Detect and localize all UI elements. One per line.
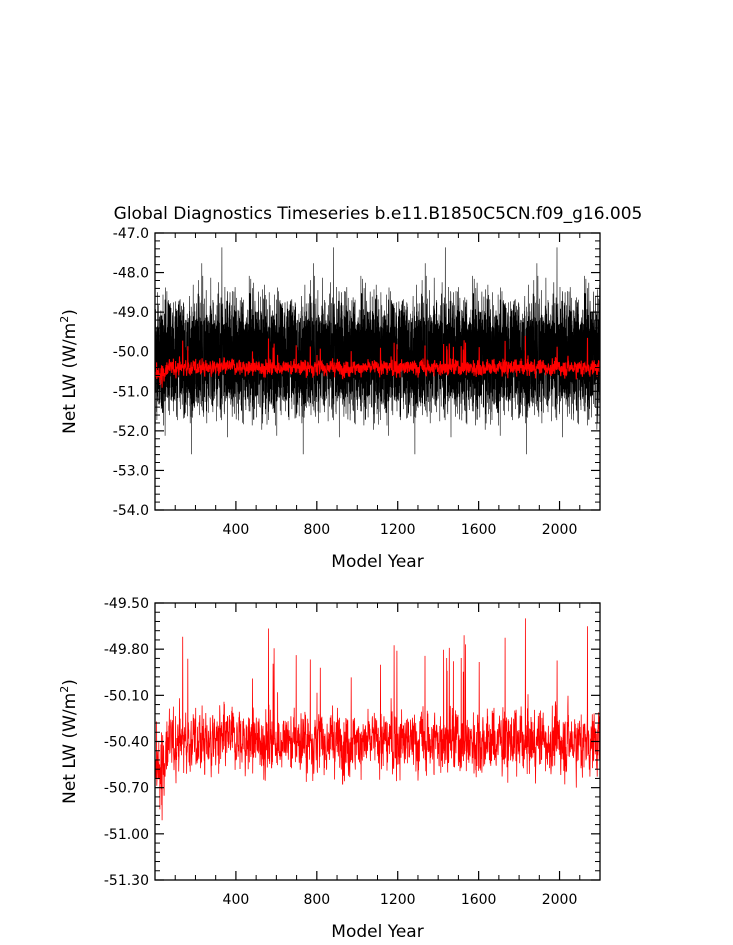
y-tick-label: -52.0 xyxy=(113,424,149,440)
y-tick-label: -50.0 xyxy=(113,345,149,361)
x-tick-label: 800 xyxy=(303,892,330,908)
y-tick-label: -49.0 xyxy=(113,305,149,321)
y-tick-label: -50.10 xyxy=(104,688,149,704)
x-tick-label: 800 xyxy=(303,522,330,538)
annual-series-line xyxy=(154,335,601,388)
bottom-panel: 400 800 1200 1600 2000 -51.30 -51.00 -50.70 -50.… xyxy=(58,596,601,942)
y-tick-label: -54.0 xyxy=(113,503,149,519)
bottom-panel-ticks: 400 800 1200 1600 2000 -51.30 -51.00 -50.70 -50.… xyxy=(104,596,600,908)
y-tick-label: -51.30 xyxy=(104,873,149,889)
x-tick-label: 1200 xyxy=(380,522,416,538)
annual-series-line xyxy=(154,618,601,821)
x-tick-label: 400 xyxy=(223,892,250,908)
x-tick-label: 1600 xyxy=(461,892,497,908)
bottom-y-axis-label-sup: 2 xyxy=(58,686,71,693)
y-tick-label: -48.0 xyxy=(113,266,149,282)
x-tick-label: 1600 xyxy=(461,522,497,538)
top-y-axis-label: Net LW (W/m2) xyxy=(58,309,80,434)
y-tick-label: -49.80 xyxy=(104,642,149,658)
bottom-x-axis-label: Model Year xyxy=(331,922,423,942)
x-tick-label: 1200 xyxy=(380,892,416,908)
y-tick-label: -51.0 xyxy=(113,384,149,400)
top-panel-marks xyxy=(154,247,601,455)
y-tick-label: -49.50 xyxy=(104,596,149,612)
bottom-y-axis-label-main: Net LW (W/m xyxy=(60,693,80,804)
monthly-series-line xyxy=(154,247,601,455)
bottom-y-axis-label: Net LW (W/m2) xyxy=(58,679,80,804)
bottom-panel-frame xyxy=(154,602,601,881)
top-panel-ticks: 400 800 1200 1600 2000 -54.0 -53.0 -52.0 -51.0 -5… xyxy=(113,226,600,538)
top-panel-frame xyxy=(154,232,601,511)
chart-title: Global Diagnostics Timeseries b.e11.B185… xyxy=(114,204,643,224)
y-tick-label: -50.40 xyxy=(104,735,149,751)
top-x-axis-label: Model Year xyxy=(331,552,423,572)
top-panel: 400 800 1200 1600 2000 -54.0 -53.0 -52.0 -51.0 -5… xyxy=(58,226,601,572)
y-tick-label: -53.0 xyxy=(113,463,149,479)
y-tick-label: -50.70 xyxy=(104,781,149,797)
x-tick-label: 400 xyxy=(223,522,250,538)
top-y-axis-label-tail: ) xyxy=(60,309,80,316)
x-tick-label: 2000 xyxy=(542,892,578,908)
top-y-axis-label-sup: 2 xyxy=(58,316,71,323)
y-tick-label: -51.00 xyxy=(104,827,149,843)
top-y-axis-label-main: Net LW (W/m xyxy=(60,323,80,434)
bottom-y-axis-label-tail: ) xyxy=(60,679,80,686)
y-tick-label: -47.0 xyxy=(113,226,149,242)
bottom-panel-marks xyxy=(154,618,601,821)
x-tick-label: 2000 xyxy=(542,522,578,538)
